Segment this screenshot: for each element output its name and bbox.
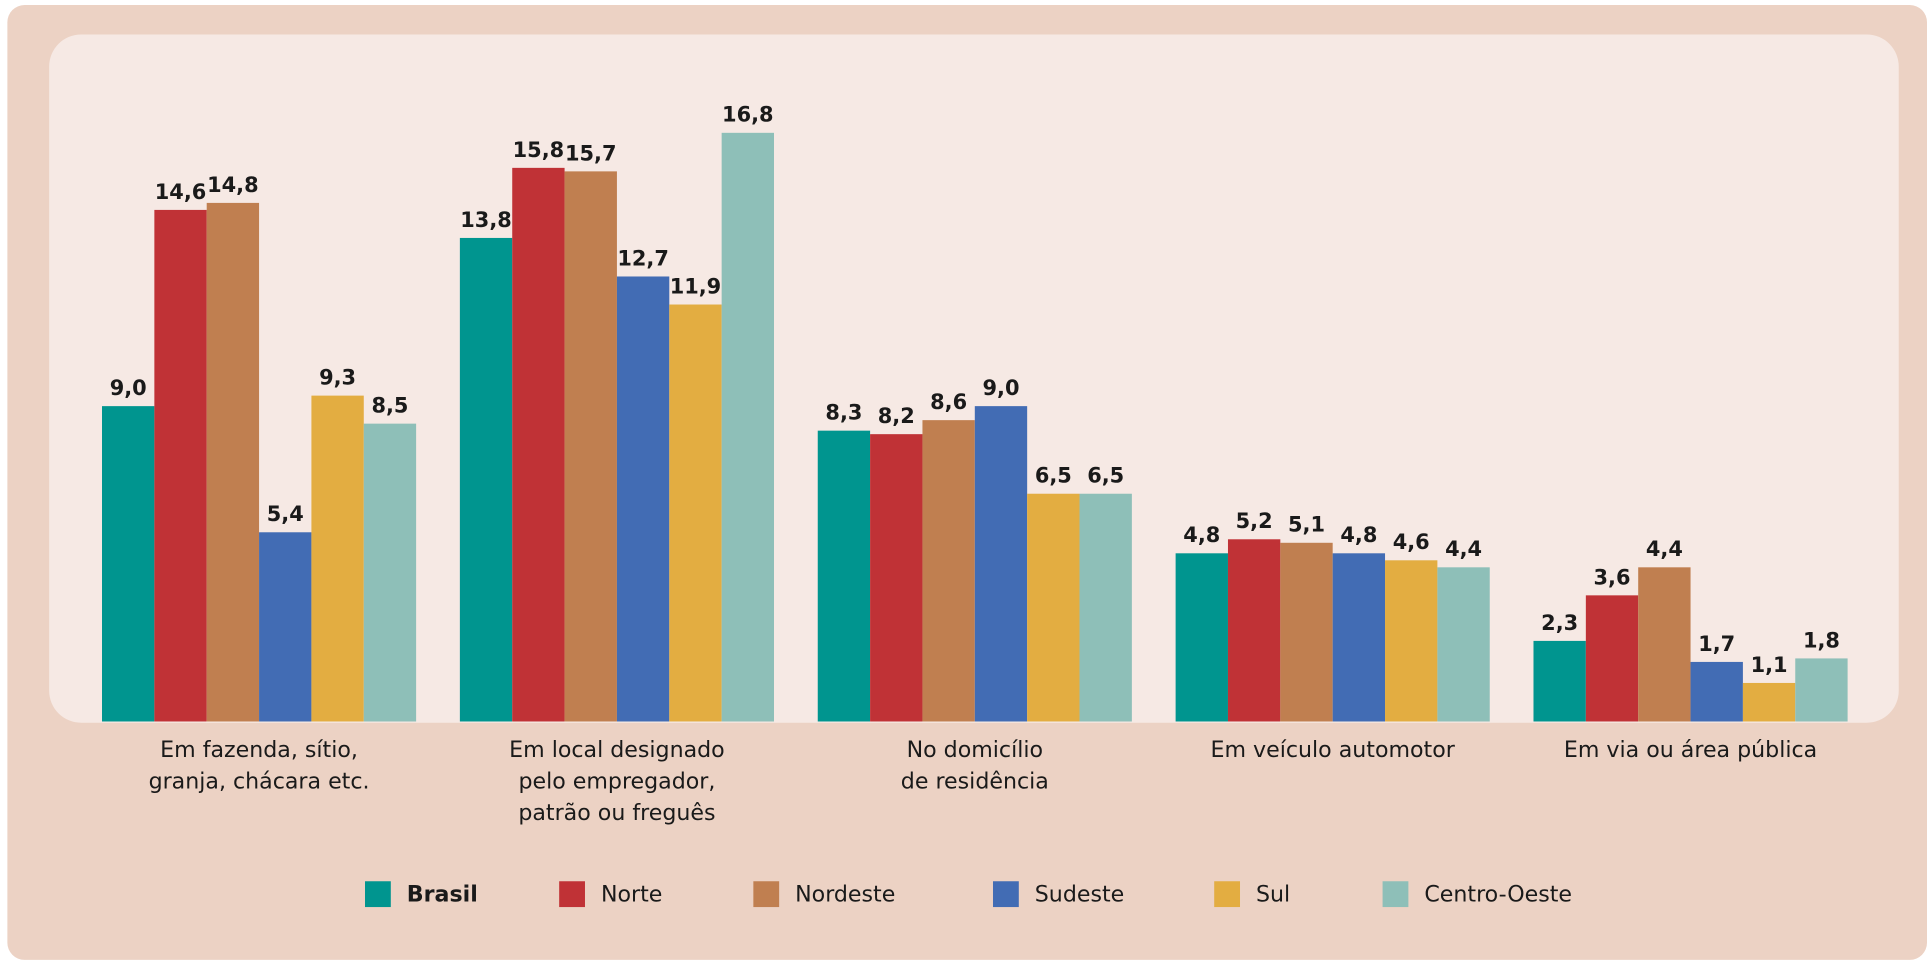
bar <box>1638 567 1691 722</box>
data-label: 8,2 <box>878 404 915 428</box>
data-label: 3,6 <box>1594 565 1631 589</box>
bar <box>1175 553 1228 722</box>
bar <box>1795 658 1848 722</box>
data-label: 9,0 <box>982 376 1019 400</box>
data-label: 4,6 <box>1393 530 1430 554</box>
data-label: 14,8 <box>207 173 259 197</box>
legend-swatch <box>559 881 585 908</box>
data-label: 15,8 <box>513 138 565 162</box>
data-label: 4,8 <box>1340 523 1377 547</box>
bar <box>154 209 207 722</box>
bar <box>1227 539 1281 722</box>
data-label: 8,6 <box>930 390 967 414</box>
bar <box>1385 560 1438 722</box>
bar <box>311 395 364 722</box>
bar <box>1690 661 1743 722</box>
data-label: 9,0 <box>110 376 147 400</box>
data-label: 6,5 <box>1087 464 1124 488</box>
bar <box>102 406 155 722</box>
bar <box>721 132 774 722</box>
bars: 9,0 14,6 14,8 5,4 9,3 8,5 13,8 15,8 15,7 12,711,9… <box>110 103 1840 677</box>
x-tick-label: Em local designado <box>509 737 725 763</box>
data-label: 12,7 <box>617 246 669 270</box>
legend-label: Norte <box>601 881 662 907</box>
legend-swatch <box>1382 881 1409 908</box>
bar <box>1332 553 1386 722</box>
x-tick-label: No domicílio <box>907 737 1043 763</box>
bar <box>817 430 871 722</box>
bar <box>1585 595 1639 722</box>
legend-swatch <box>992 881 1019 908</box>
bar <box>363 423 417 722</box>
data-label: 16,8 <box>722 103 774 127</box>
x-tick-label: Em fazenda, sítio, <box>160 737 358 763</box>
data-label: 4,4 <box>1445 537 1482 561</box>
bar <box>459 237 513 722</box>
bar <box>1027 493 1080 722</box>
data-label: 9,3 <box>319 366 356 390</box>
bar <box>1742 682 1796 722</box>
bar <box>1079 493 1132 722</box>
bar <box>259 532 312 722</box>
data-label: 1,7 <box>1698 632 1735 656</box>
x-tick-label: granja, chácara etc. <box>149 768 370 794</box>
data-label: 2,3 <box>1541 611 1578 635</box>
data-label: 6,5 <box>1035 464 1072 488</box>
data-label: 14,6 <box>155 180 207 204</box>
x-tick-label: Em via ou área pública <box>1564 737 1817 763</box>
legend-swatch <box>753 881 780 908</box>
bar <box>1533 640 1586 722</box>
data-label: 5,2 <box>1236 509 1273 533</box>
legend-label: Centro-Oeste <box>1424 881 1572 907</box>
data-label: 5,1 <box>1288 513 1325 537</box>
bar <box>564 171 617 722</box>
bar <box>1280 542 1333 722</box>
bar <box>669 304 722 722</box>
data-label: 1,8 <box>1803 628 1840 652</box>
legend: Brasil Norte Nordeste Sudeste Sul Centro-Oest… <box>364 881 1572 908</box>
data-label: 15,7 <box>565 141 617 165</box>
legend-label: Nordeste <box>795 881 895 907</box>
data-label: 1,1 <box>1751 653 1788 677</box>
bar <box>206 202 260 722</box>
bar <box>870 434 923 722</box>
data-label: 13,8 <box>460 208 512 232</box>
bar <box>616 276 670 722</box>
bar <box>1437 567 1490 722</box>
x-tick-label: Em veículo automotor <box>1211 737 1456 763</box>
data-label: 8,5 <box>371 394 408 418</box>
bar <box>974 406 1028 722</box>
legend-swatch <box>1214 881 1241 908</box>
legend-label: Sul <box>1256 881 1290 907</box>
x-tick-label: de residência <box>901 768 1049 794</box>
legend-swatch <box>364 881 391 908</box>
bar <box>922 420 975 722</box>
legend-label: Sudeste <box>1035 881 1124 907</box>
bar <box>512 167 565 722</box>
data-label: 8,3 <box>825 401 862 425</box>
data-label: 5,4 <box>267 502 304 526</box>
data-label: 11,9 <box>670 274 722 298</box>
x-tick-label: patrão ou freguês <box>518 800 715 826</box>
data-label: 4,4 <box>1646 537 1683 561</box>
x-tick-label: pelo empregador, <box>518 768 715 794</box>
legend-label: Brasil <box>407 881 478 907</box>
data-label: 4,8 <box>1183 523 1220 547</box>
